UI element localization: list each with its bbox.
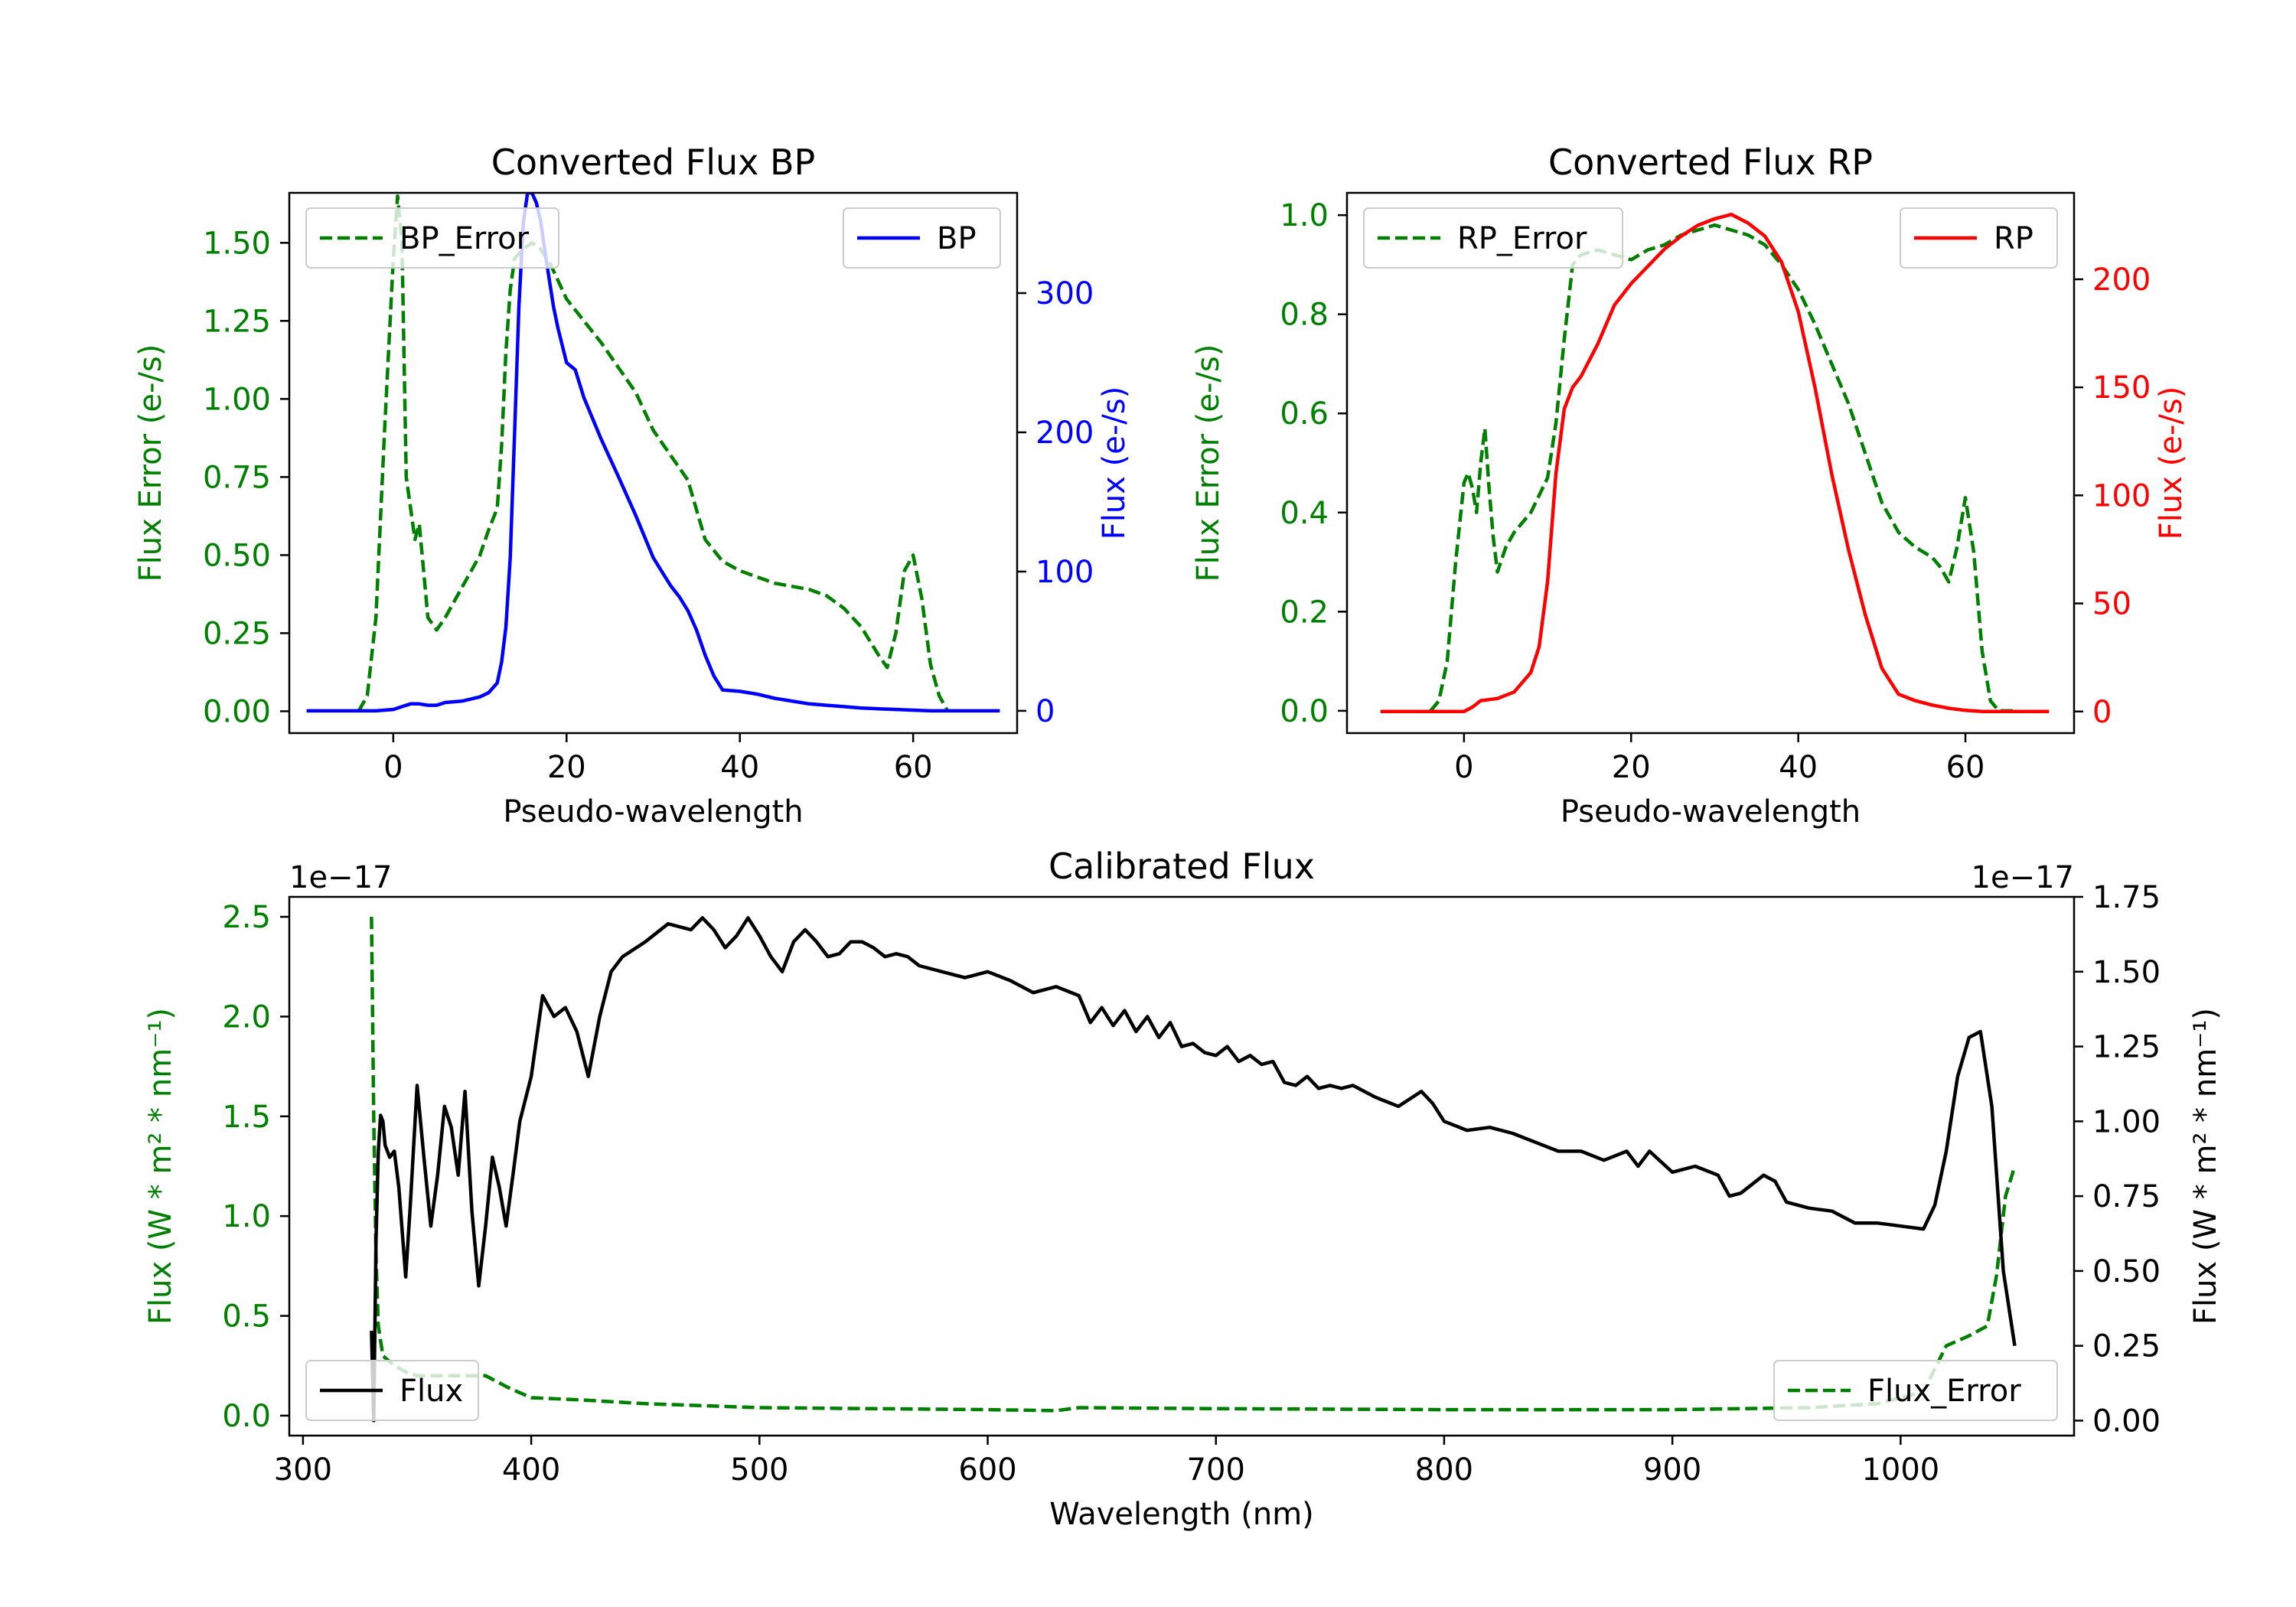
legend-label: BP_Error xyxy=(400,221,530,256)
y-left-offset-label: 1e−17 xyxy=(289,860,392,895)
y-right-tick-label: 0 xyxy=(1035,694,1055,729)
y-right-tick-label: 0 xyxy=(2092,695,2112,730)
legend-box xyxy=(1363,207,1623,269)
y-right-tick-label: 300 xyxy=(1035,276,1094,311)
x-tick-label: 40 xyxy=(1779,750,1818,785)
y-right-tick-label: 1.50 xyxy=(2092,955,2161,990)
y-left-tick-label: 0.25 xyxy=(203,616,271,651)
plot-frame xyxy=(1345,191,2076,735)
legend-box xyxy=(305,1360,479,1421)
x-tick-label: 20 xyxy=(1612,750,1651,785)
plot-frame xyxy=(288,895,2076,1437)
y-left-tick-label: 1.00 xyxy=(203,382,271,417)
y-left-tick-label: 0.6 xyxy=(1280,396,1329,432)
legend-box xyxy=(1900,207,2058,269)
legend-error: BP_Error xyxy=(305,207,559,269)
panel-rp: 0 20 40 60 0.0 0.2 0.4 0.6 0.8 1.0 0 50 100 150 200 Con… xyxy=(1191,142,2189,830)
series-line-rp xyxy=(1380,212,2050,714)
x-tick-label: 400 xyxy=(502,1452,560,1488)
y-left-tick-label: 1.5 xyxy=(222,1100,271,1135)
y-right-tick-label: 1.25 xyxy=(2092,1030,2161,1065)
plot-frame xyxy=(288,191,1019,735)
x-tick-label: 60 xyxy=(894,750,933,785)
y-right-tick-label: 0.00 xyxy=(2092,1403,2161,1439)
x-tick-label: 60 xyxy=(1946,750,1985,785)
y-left-tick-label: 1.50 xyxy=(203,226,271,261)
x-tick-label: 800 xyxy=(1415,1452,1473,1488)
x-axis-label: Pseudo-wavelength xyxy=(1561,794,1861,830)
y-right-tick-label: 50 xyxy=(2092,587,2131,622)
legend-label: Flux xyxy=(400,1374,463,1409)
series-line-flux-error xyxy=(370,917,2017,1413)
x-tick-label: 700 xyxy=(1187,1452,1245,1488)
y-left-tick-label: 0.5 xyxy=(222,1299,271,1335)
y-right-tick-label: 100 xyxy=(2092,478,2151,513)
legend-box xyxy=(843,207,1001,269)
legend-label: BP xyxy=(937,221,977,256)
x-tick-label: 300 xyxy=(274,1452,332,1488)
y-right-axis-label: Flux (e-/s) xyxy=(1097,386,1132,539)
chart-title: Calibrated Flux xyxy=(1049,846,1315,887)
legend-label: RP_Error xyxy=(1457,221,1587,256)
chart-title: Converted Flux BP xyxy=(491,142,816,183)
x-tick-label: 900 xyxy=(1643,1452,1701,1488)
y-right-offset-label: 1e−17 xyxy=(1971,860,2074,895)
x-tick-label: 20 xyxy=(547,750,586,785)
x-tick-label: 600 xyxy=(958,1452,1016,1488)
series-line-bp xyxy=(306,193,1000,713)
y-left-tick-label: 0.75 xyxy=(203,460,271,495)
y-right-tick-label: 1.75 xyxy=(2092,880,2161,915)
y-left-tick-label: 0.2 xyxy=(1280,595,1329,630)
x-axis-label: Wavelength (nm) xyxy=(1049,1497,1314,1532)
series-line-flux xyxy=(370,916,2017,1423)
y-left-tick-label: 0.0 xyxy=(222,1399,271,1434)
legend-flux: Flux xyxy=(305,1360,479,1421)
y-left-tick-label: 1.0 xyxy=(1280,198,1329,233)
y-right-tick-label: 200 xyxy=(1035,416,1094,451)
y-left-tick-label: 0.0 xyxy=(1280,694,1329,729)
y-right-tick-label: 0.75 xyxy=(2092,1179,2161,1214)
x-axis-label: Pseudo-wavelength xyxy=(503,794,803,830)
legend-label: Flux_Error xyxy=(1867,1374,2021,1409)
x-tick-label: 0 xyxy=(383,750,403,785)
y-left-axis-label: Flux Error (e-/s) xyxy=(1191,344,1226,582)
y-left-tick-label: 2.0 xyxy=(222,999,271,1035)
x-tick-label: 500 xyxy=(730,1452,788,1488)
x-tick-label: 0 xyxy=(1454,750,1473,785)
y-right-tick-label: 150 xyxy=(2092,370,2151,406)
y-left-axis-label: Flux Error (e-/s) xyxy=(133,344,168,582)
chart-title: Converted Flux RP xyxy=(1548,142,1873,183)
x-tick-label: 40 xyxy=(720,750,759,785)
y-right-tick-label: 100 xyxy=(1035,555,1094,590)
y-left-tick-label: 1.0 xyxy=(222,1199,271,1234)
y-right-tick-label: 0.50 xyxy=(2092,1254,2161,1289)
series-line-bp-error xyxy=(357,194,950,712)
y-left-tick-label: 0.50 xyxy=(203,538,271,573)
legend-error: RP_Error xyxy=(1363,207,1623,269)
legend-label: RP xyxy=(1994,221,2033,256)
legend-flux: RP xyxy=(1900,207,2058,269)
y-right-tick-label: 1.00 xyxy=(2092,1104,2161,1139)
y-right-tick-label: 0.25 xyxy=(2092,1329,2161,1364)
panel-calibrated: 300 400 500 600 700 800 900 1000 0.0 0.5 1.0 1.5 2.0… xyxy=(143,846,2223,1532)
y-right-axis-label: Flux (W * m² * nm⁻¹) xyxy=(2188,1008,2223,1325)
y-left-tick-label: 0.8 xyxy=(1280,298,1329,333)
panel-bp: 0 20 40 60 0.00 0.25 0.50 0.75 1.00 1.25 1.50 0 100 2… xyxy=(133,142,1132,830)
x-tick-label: 1000 xyxy=(1861,1452,1939,1488)
y-left-tick-label: 1.25 xyxy=(203,304,271,339)
series-line-rp-error xyxy=(1429,223,2016,713)
y-left-tick-label: 0.4 xyxy=(1280,496,1329,531)
y-right-tick-label: 200 xyxy=(2092,262,2151,298)
y-right-axis-label: Flux (e-/s) xyxy=(2154,386,2189,539)
legend-box xyxy=(305,207,559,269)
legend-box xyxy=(1773,1360,2058,1421)
legend-flux: BP xyxy=(843,207,1001,269)
y-left-tick-label: 2.5 xyxy=(222,900,271,935)
y-left-tick-label: 0.00 xyxy=(203,694,271,729)
legend-error: Flux_Error xyxy=(1773,1360,2058,1421)
y-left-axis-label: Flux (W * m² * nm⁻¹) xyxy=(143,1008,178,1325)
